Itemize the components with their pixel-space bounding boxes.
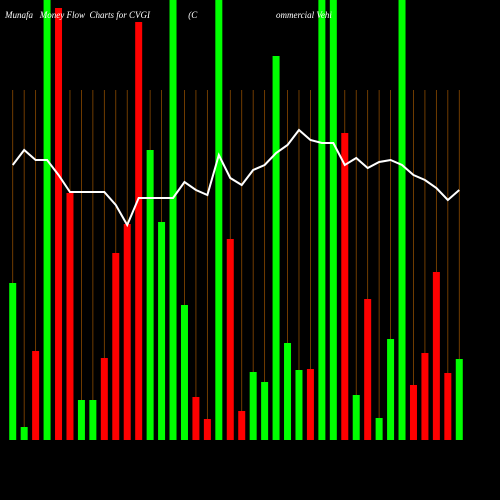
- bar: [398, 0, 406, 440]
- bar: [123, 224, 131, 440]
- bar: [66, 193, 74, 440]
- bar: [444, 373, 452, 440]
- bar: [272, 56, 280, 440]
- bar: [352, 395, 360, 440]
- bar: [9, 283, 17, 440]
- bar: [318, 0, 326, 440]
- money-flow-line: [11, 128, 460, 228]
- bar: [284, 343, 292, 440]
- bar: [226, 239, 234, 440]
- chart-title: Munafa Money Flow Charts for CVGI (C omm…: [4, 10, 332, 20]
- bar: [89, 400, 97, 440]
- bar: [387, 339, 395, 440]
- bar: [20, 427, 28, 440]
- bar: [364, 299, 372, 440]
- bar: [146, 150, 154, 440]
- bar: [192, 397, 200, 440]
- bar: [169, 0, 177, 440]
- bar: [77, 400, 85, 440]
- bar: [55, 8, 63, 440]
- bar: [203, 419, 211, 440]
- bar: [306, 369, 314, 440]
- bar: [432, 272, 440, 440]
- bar: [112, 253, 120, 440]
- bar: [341, 133, 349, 440]
- bars: [9, 0, 463, 440]
- bar: [238, 411, 246, 440]
- bar: [180, 305, 188, 440]
- bar: [43, 0, 51, 440]
- bar: [261, 382, 269, 440]
- bar: [375, 418, 383, 440]
- bar: [100, 358, 108, 440]
- bar: [295, 370, 303, 440]
- bar: [135, 22, 143, 440]
- bar: [455, 359, 463, 440]
- bar: [215, 0, 223, 440]
- bar: [249, 372, 257, 440]
- bar: [32, 351, 40, 440]
- bar: [329, 0, 337, 440]
- bar: [158, 222, 166, 440]
- line-layer: [11, 128, 460, 228]
- bar: [409, 385, 417, 440]
- bar: [421, 353, 429, 440]
